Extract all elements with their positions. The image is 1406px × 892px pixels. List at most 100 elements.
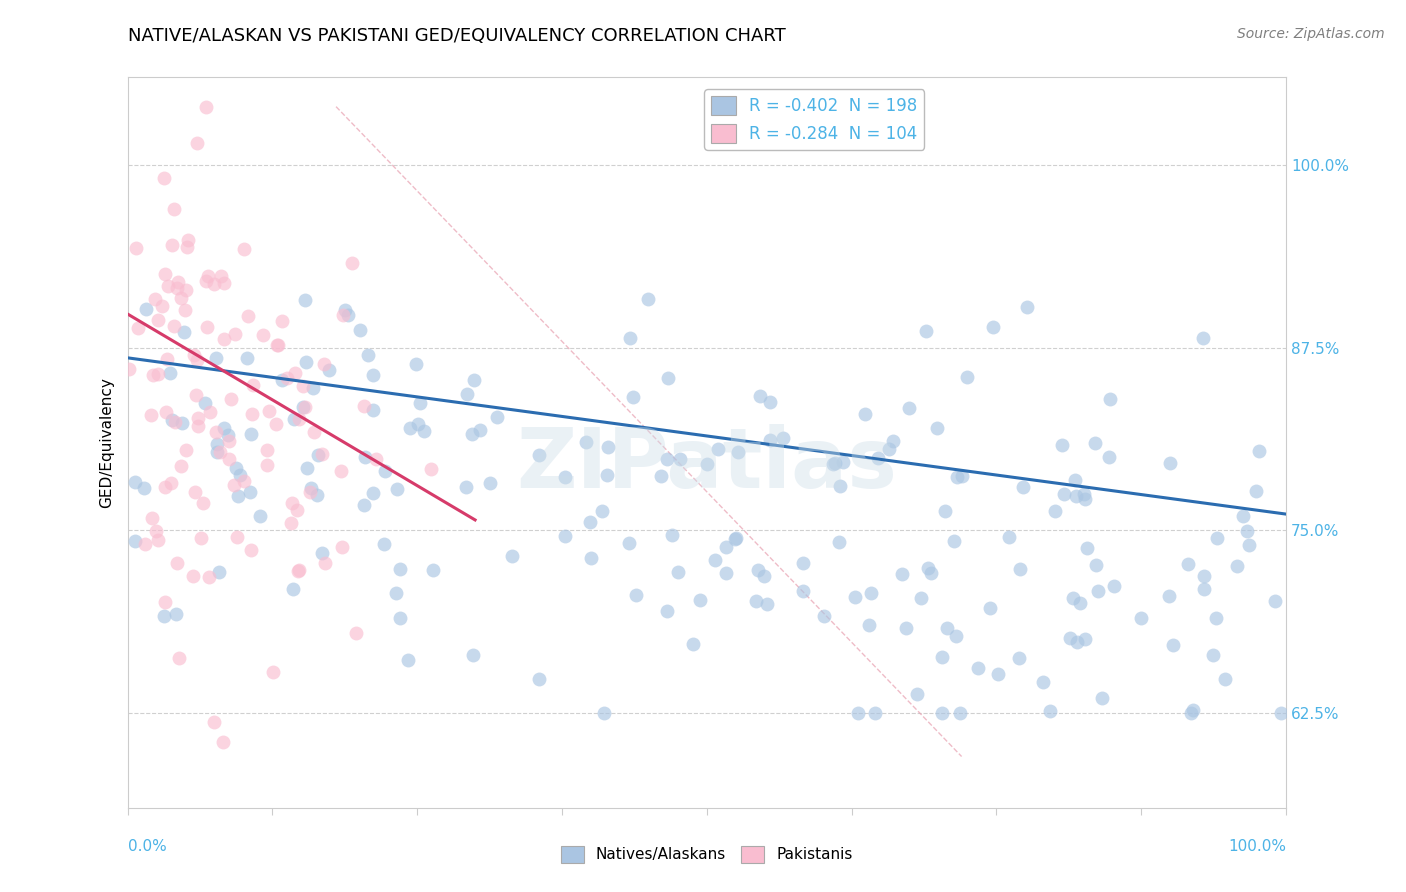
Point <box>1076 541 1098 556</box>
Point <box>1244 483 1267 498</box>
Point <box>714 566 737 580</box>
Point <box>828 479 851 493</box>
Point <box>554 529 576 543</box>
Point <box>314 556 336 570</box>
Point <box>190 532 212 546</box>
Point <box>1074 491 1097 506</box>
Point <box>1159 456 1181 470</box>
Point <box>1213 672 1236 686</box>
Point <box>281 582 304 596</box>
Point <box>361 485 384 500</box>
Point <box>463 373 485 387</box>
Point <box>284 366 307 380</box>
Point <box>846 706 869 720</box>
Point <box>1015 300 1038 314</box>
Point <box>896 622 918 636</box>
Point <box>146 533 169 547</box>
Point <box>1062 591 1084 605</box>
Point <box>214 332 236 346</box>
Point <box>456 386 478 401</box>
Point <box>935 621 957 635</box>
Point <box>195 100 218 114</box>
Point <box>1129 610 1152 624</box>
Point <box>202 277 225 291</box>
Point <box>146 367 169 381</box>
Point <box>405 357 427 371</box>
Point <box>225 530 247 544</box>
Point <box>1064 489 1087 503</box>
Point <box>756 597 779 611</box>
Point <box>205 444 228 458</box>
Point <box>299 485 322 500</box>
Point <box>650 469 672 483</box>
Point <box>890 566 912 581</box>
Point <box>153 480 176 494</box>
Point <box>155 595 177 609</box>
Point <box>197 268 219 283</box>
Point <box>792 584 814 599</box>
Point <box>229 468 252 483</box>
Point <box>389 611 412 625</box>
Point <box>198 569 221 583</box>
Point <box>967 661 990 675</box>
Point <box>501 549 523 563</box>
Point <box>281 496 304 510</box>
Point <box>304 425 326 440</box>
Point <box>344 626 367 640</box>
Point <box>1191 331 1213 345</box>
Point <box>333 302 356 317</box>
Point <box>727 445 749 459</box>
Point <box>218 452 240 467</box>
Point <box>527 448 550 462</box>
Point <box>174 283 197 297</box>
Point <box>1202 648 1225 662</box>
Point <box>917 561 939 575</box>
Point <box>354 450 377 464</box>
Point <box>155 405 177 419</box>
Point <box>224 326 246 341</box>
Point <box>252 328 274 343</box>
Point <box>1181 704 1204 718</box>
Point <box>124 475 146 490</box>
Point <box>270 373 292 387</box>
Point <box>187 419 209 434</box>
Point <box>150 299 173 313</box>
Point <box>946 469 969 483</box>
Point <box>749 389 772 403</box>
Point <box>657 371 679 385</box>
Point <box>294 355 316 369</box>
Point <box>170 291 193 305</box>
Point <box>485 410 508 425</box>
Point <box>747 563 769 577</box>
Point <box>249 508 271 523</box>
Point <box>396 653 419 667</box>
Point <box>1102 579 1125 593</box>
Point <box>596 467 619 482</box>
Point <box>724 532 747 546</box>
Point <box>945 629 967 643</box>
Point <box>863 706 886 720</box>
Point <box>598 440 620 454</box>
Point <box>1192 569 1215 583</box>
Point <box>1008 651 1031 665</box>
Point <box>824 456 846 470</box>
Point <box>198 405 221 419</box>
Point <box>208 565 231 579</box>
Point <box>406 417 429 431</box>
Legend: Natives/Alaskans, Pakistanis: Natives/Alaskans, Pakistanis <box>554 839 859 870</box>
Point <box>950 469 973 483</box>
Point <box>707 442 730 456</box>
Point <box>1091 691 1114 706</box>
Point <box>619 330 641 344</box>
Point <box>373 537 395 551</box>
Point <box>792 557 814 571</box>
Point <box>283 411 305 425</box>
Point <box>624 588 647 602</box>
Point <box>385 585 408 599</box>
Point <box>1085 558 1108 572</box>
Point <box>205 425 228 440</box>
Point <box>388 562 411 576</box>
Point <box>353 400 375 414</box>
Point <box>759 395 782 409</box>
Point <box>704 553 727 567</box>
